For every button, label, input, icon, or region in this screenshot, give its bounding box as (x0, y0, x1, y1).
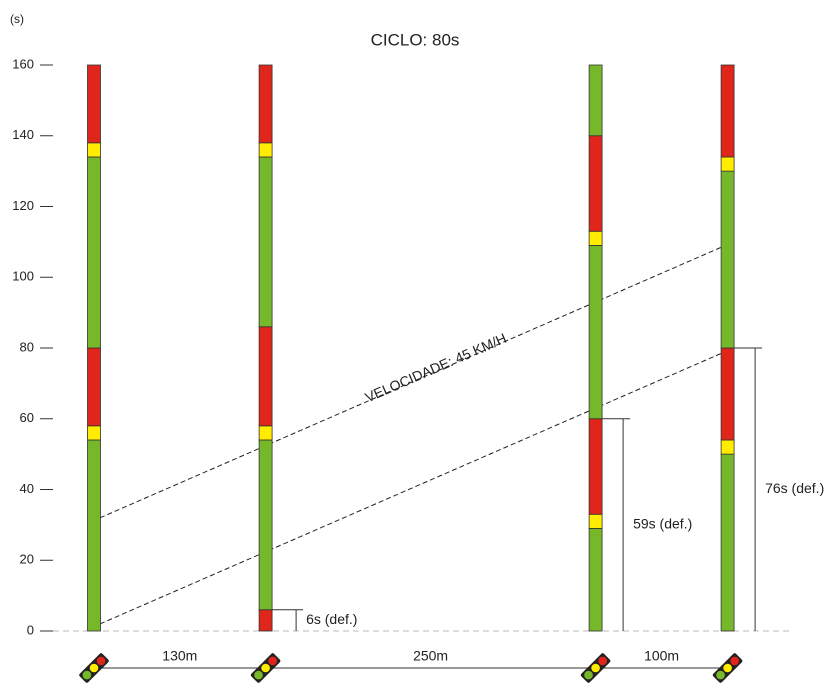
signal-phase (258, 609, 273, 632)
lamp (598, 656, 607, 666)
y-tick-label: 60 (20, 410, 34, 425)
title: CICLO: 80s (371, 30, 460, 49)
lamp (723, 663, 732, 673)
signal-phase (720, 453, 735, 632)
signal-phase (588, 64, 603, 137)
annotation: 6s (def.) (306, 611, 357, 627)
signal-phase (258, 425, 273, 441)
signal-phase (588, 135, 603, 232)
y-tick-label: 0 (27, 622, 34, 637)
signal-phase (258, 326, 273, 427)
signal-phase (258, 64, 273, 144)
lamp (96, 656, 106, 666)
signal-phase (588, 230, 603, 246)
signal-phase (258, 156, 273, 328)
signal-phase (720, 347, 735, 441)
speed-line (99, 241, 734, 519)
signal-phase (720, 170, 735, 349)
signal-phase (720, 64, 735, 158)
y-tick-label: 80 (20, 339, 34, 354)
signal-phase (588, 513, 603, 529)
y-tick-label: 20 (20, 552, 34, 567)
annotation: 76s (def.) (765, 480, 824, 496)
signal-phase (87, 439, 101, 632)
signal-phase (258, 439, 273, 611)
signal-phase (87, 425, 101, 441)
lamp (89, 663, 99, 673)
traffic-light-icon (79, 653, 109, 683)
signal-phase (588, 418, 603, 515)
signal-phase (720, 156, 735, 172)
traffic-light-icon (712, 653, 743, 683)
traffic-light-icon (250, 653, 281, 683)
lamp (591, 663, 600, 673)
signal-phase (258, 142, 273, 158)
y-tick-label: 100 (12, 269, 34, 284)
lamp (730, 656, 739, 666)
signal-phase (87, 142, 101, 158)
distance-label: 250m (413, 648, 448, 664)
signal-phase (720, 439, 735, 455)
annotation: 59s (def.) (633, 516, 692, 532)
y-tick-label: 120 (12, 198, 34, 213)
traffic-light-icon (580, 653, 611, 683)
speed-label: VELOCIDADE: 45 KM/H (363, 330, 509, 406)
lamp (254, 670, 263, 680)
distance-label: 100m (644, 648, 679, 664)
signal-phase (588, 245, 603, 420)
lamp (268, 656, 277, 666)
y-tick-label: 160 (12, 56, 34, 71)
y-tick-label: 40 (20, 481, 34, 496)
signal-phase (588, 528, 603, 632)
y-label: (s) (10, 12, 24, 26)
lamp (716, 670, 725, 680)
distance-label: 130m (162, 648, 197, 664)
signal-phase (87, 347, 101, 427)
signal-phase (87, 156, 101, 349)
lamp (584, 670, 593, 680)
signal-phase (87, 64, 101, 144)
lamp (82, 670, 92, 680)
y-tick-label: 140 (12, 127, 34, 142)
speed-line (99, 347, 734, 625)
lamp (261, 663, 270, 673)
